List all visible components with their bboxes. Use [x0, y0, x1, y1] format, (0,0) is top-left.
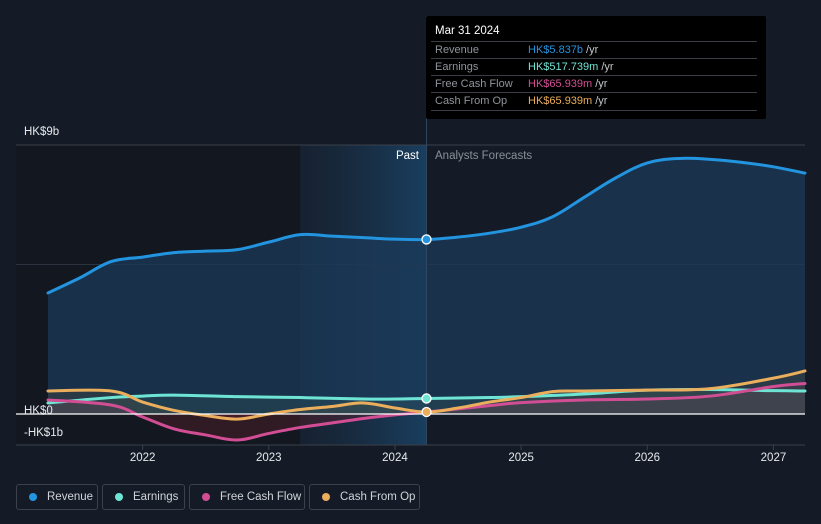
legend-item-cash-from-op[interactable]: Cash From Op: [309, 484, 420, 510]
revenue-marker: [421, 234, 432, 245]
tooltip-unit: /yr: [595, 78, 608, 90]
tooltip-row-earnings: Earnings HK$517.739m/yr: [431, 58, 757, 76]
tooltip-row-cash-from-op: Cash From Op HK$65.939m/yr: [431, 92, 757, 111]
tooltip-label: Earnings: [435, 61, 479, 73]
cash-from-op-line: [46, 369, 807, 421]
tooltip-value: HK$65.939m: [528, 95, 593, 107]
x-tick-label: 2024: [382, 452, 408, 464]
legend-label: Cash From Op: [340, 491, 416, 503]
forecast-section-label: Analysts Forecasts: [435, 150, 533, 162]
tooltip-unit: /yr: [595, 95, 608, 107]
x-tick-label: 2025: [508, 452, 534, 464]
legend-label: Free Cash Flow: [220, 491, 302, 503]
legend-label: Revenue: [47, 491, 94, 503]
tooltip-label: Revenue: [435, 44, 480, 56]
tooltip-date: Mar 31 2024: [435, 25, 500, 37]
tooltip-row-revenue: Revenue HK$5.837b/yr: [431, 41, 757, 59]
x-tick-label: 2022: [129, 452, 156, 464]
legend-item-earnings[interactable]: Earnings: [102, 484, 185, 510]
y-tick-label: HK$0: [24, 405, 53, 417]
legend-item-free-cash-flow[interactable]: Free Cash Flow: [189, 484, 305, 510]
tooltip-value: HK$5.837b: [528, 44, 584, 56]
tooltip-value-wrap: HK$65.939m/yr: [528, 95, 607, 107]
past-section-label: Past: [395, 150, 419, 162]
y-tick-label: HK$9b: [24, 126, 60, 138]
y-tick-label: -HK$1b: [24, 426, 63, 439]
tooltip-unit: /yr: [601, 61, 614, 73]
free-cash-flow-area: [48, 383, 805, 414]
earnings-marker: [421, 393, 432, 404]
tooltip-value-wrap: HK$5.837b/yr: [528, 44, 598, 56]
tooltip-value: HK$517.739m: [528, 61, 599, 73]
legend-dot-icon: [29, 493, 37, 501]
legend-dot-icon: [202, 493, 210, 501]
cash-from-op-area: [48, 370, 805, 414]
legend-dot-icon: [115, 493, 123, 501]
tooltip-label: Cash From Op: [435, 95, 508, 107]
legend-label: Earnings: [133, 491, 179, 503]
x-tick-label: 2026: [634, 452, 661, 464]
x-tick-label: 2027: [760, 452, 787, 464]
tooltip-value-wrap: HK$65.939m/yr: [528, 78, 607, 90]
legend-item-revenue[interactable]: Revenue: [16, 484, 98, 510]
tooltip-row-free-cash-flow: Free Cash Flow HK$65.939m/yr: [431, 75, 757, 93]
x-tick-label: 2023: [255, 452, 282, 464]
tooltip-unit: /yr: [586, 44, 599, 56]
free-cash-flow-line: [46, 382, 807, 442]
tooltip-value: HK$65.939m: [528, 78, 593, 90]
tooltip-value-wrap: HK$517.739m/yr: [528, 61, 614, 73]
legend-dot-icon: [322, 493, 330, 501]
tooltip-label: Free Cash Flow: [435, 78, 513, 90]
data-tooltip: Mar 31 2024 Revenue HK$5.837b/yr Earning…: [426, 16, 766, 119]
cash-from-op-marker: [421, 406, 432, 418]
